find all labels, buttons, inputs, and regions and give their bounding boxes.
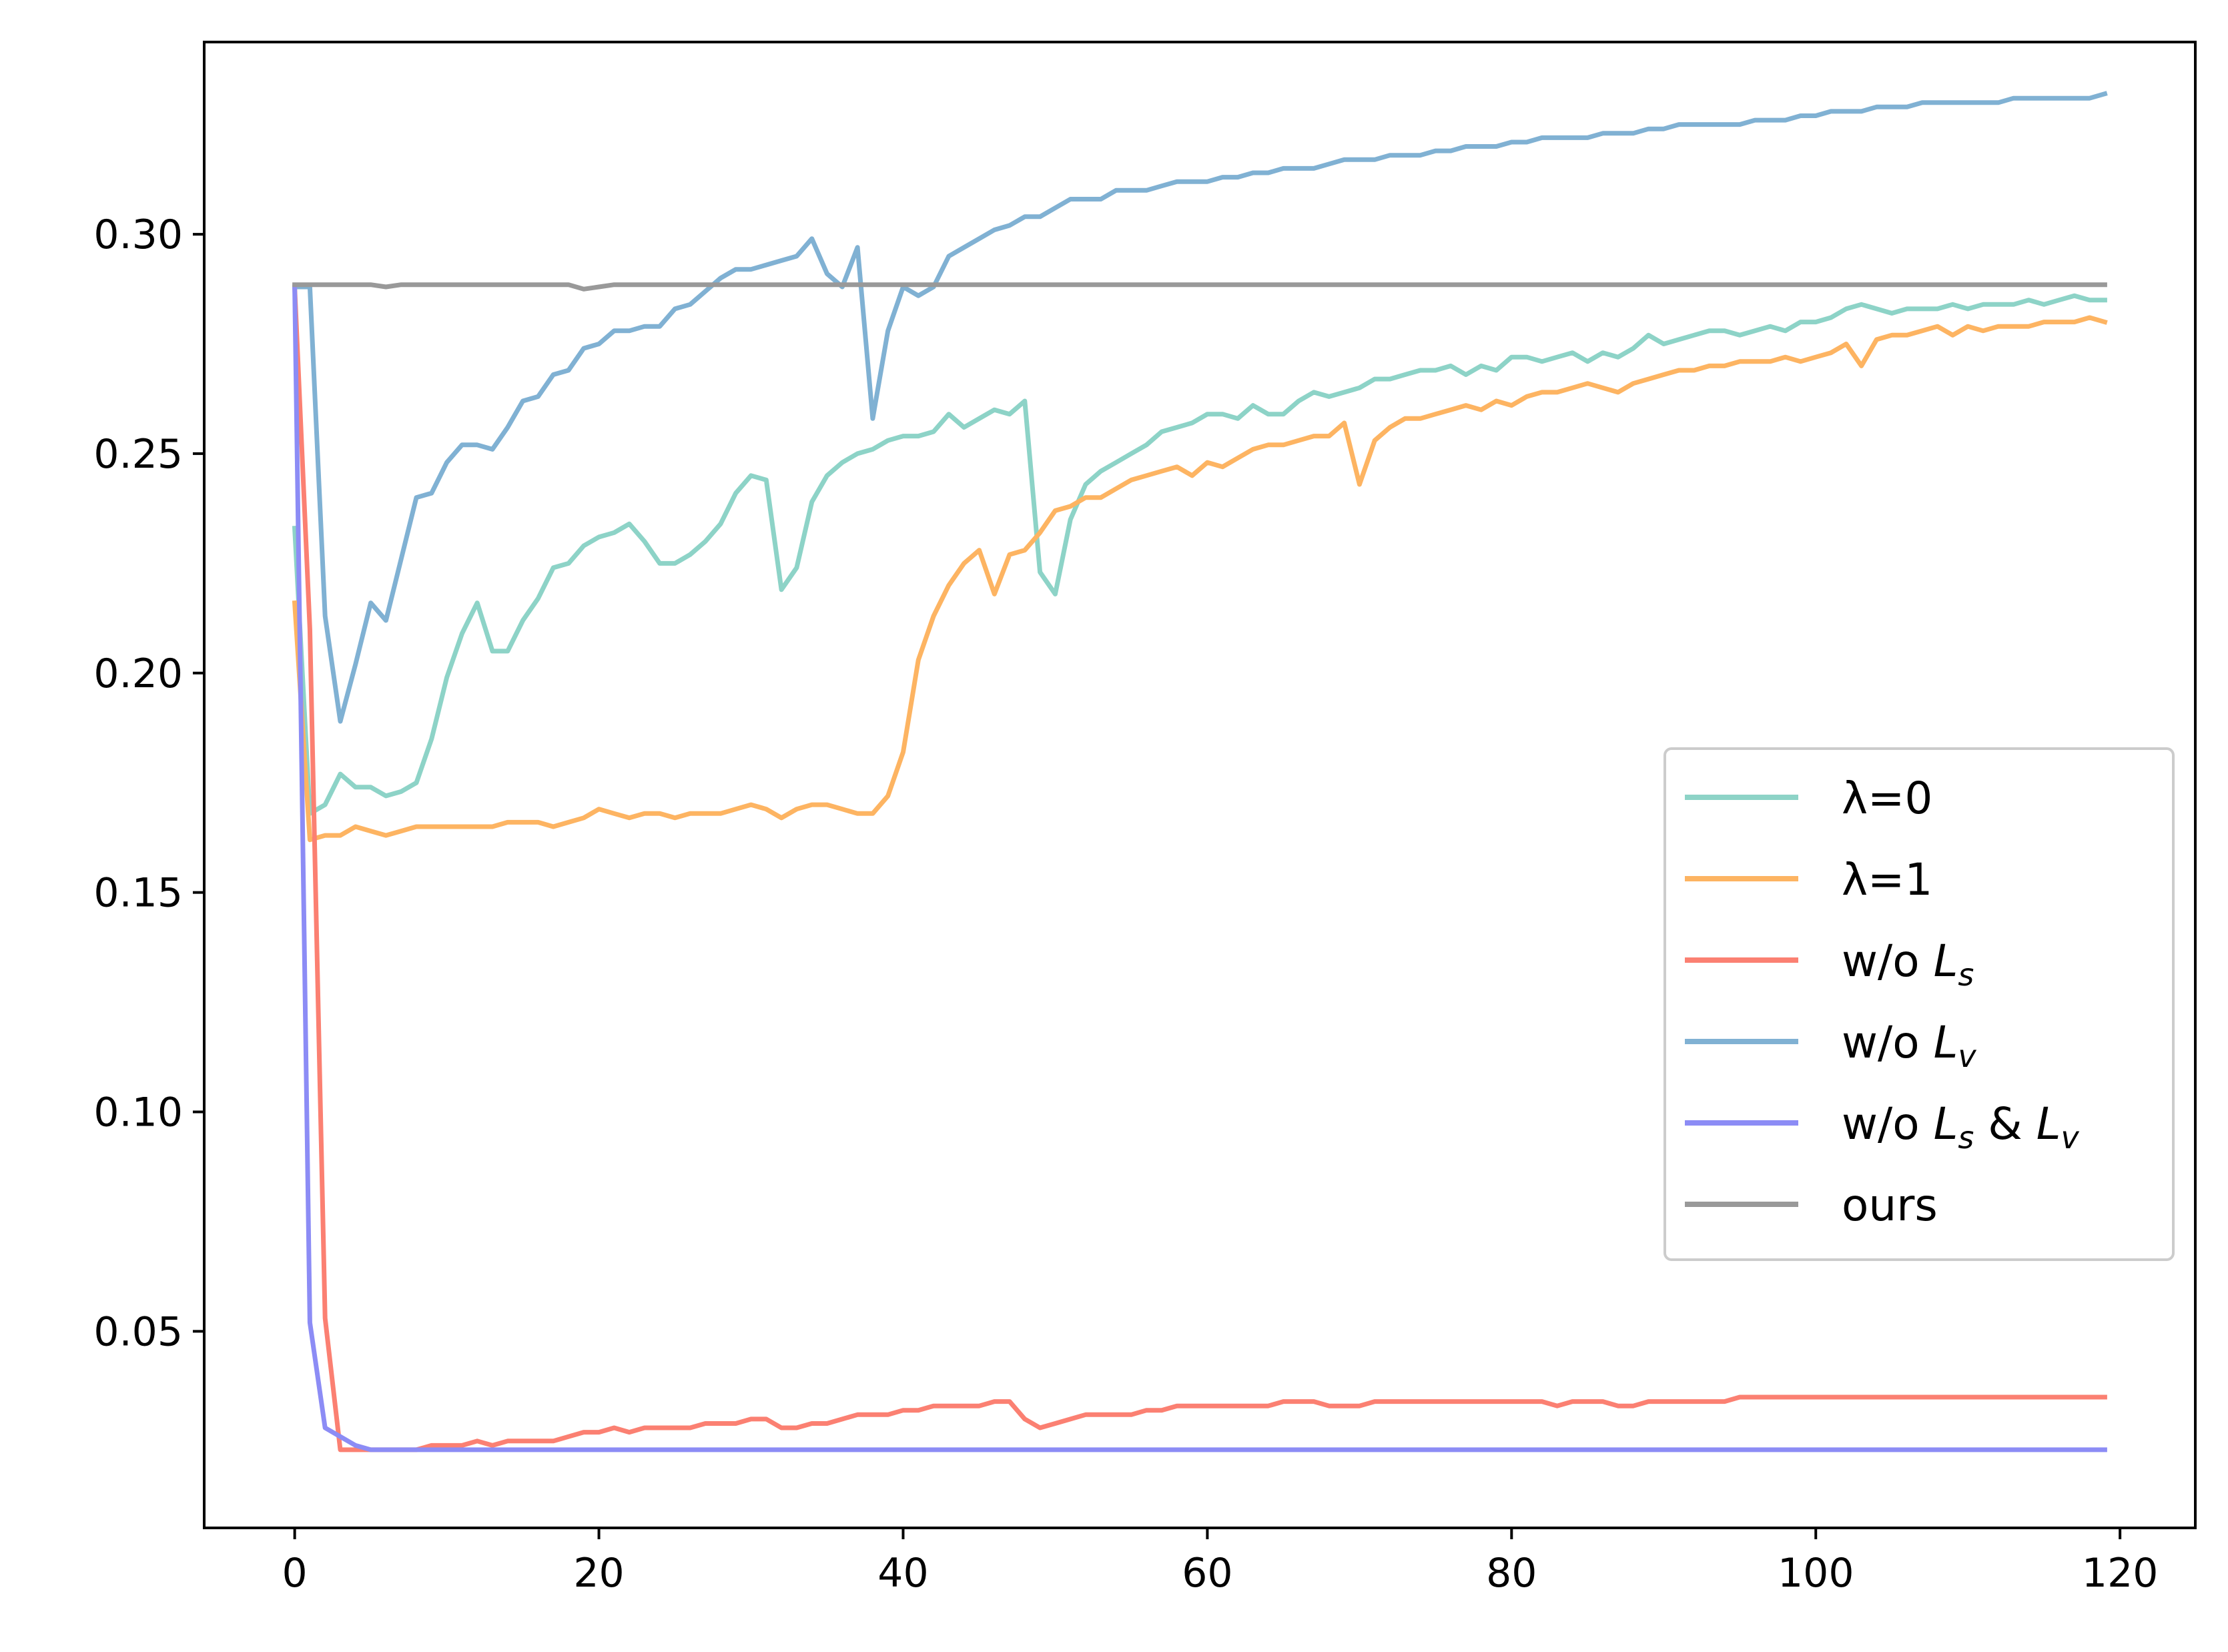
legend-label: λ=0 — [1842, 773, 1932, 824]
x-tick-label: 0 — [282, 1550, 308, 1597]
y-tick-label: 0.30 — [93, 212, 183, 258]
ticks-layer: 0 20 40 60 80 100 120 0.05 0.10 0.15 0.20 0.25 0.30 — [93, 212, 2158, 1597]
series-layer — [292, 91, 2108, 1453]
y-tick-label: 0.20 — [93, 651, 183, 697]
x-tick-label: 40 — [877, 1550, 928, 1597]
legend-label: ours — [1842, 1180, 1938, 1231]
legend-label: w/o Ls — [1842, 935, 1974, 993]
legend-label: w/o Lv — [1842, 1017, 1976, 1074]
y-tick-label: 0.15 — [93, 870, 183, 917]
legend-label: w/o Ls & Lv — [1842, 1098, 2080, 1156]
y-tick-label: 0.05 — [93, 1308, 183, 1355]
series-line-2 — [292, 284, 2107, 1453]
axes-frame — [203, 41, 2197, 1529]
legend: λ=0 λ=1 w/o Ls w/o Lv w/o Ls & Lv ours — [1663, 747, 2175, 1261]
x-tick-label: 100 — [1778, 1550, 1854, 1597]
y-tick-label: 0.10 — [93, 1089, 183, 1136]
series-line-3 — [292, 91, 2108, 724]
series-line-1 — [292, 315, 2108, 843]
x-tick-label: 60 — [1182, 1550, 1232, 1597]
x-tick-label: 20 — [573, 1550, 624, 1597]
series-line-0 — [292, 293, 2107, 816]
series-line-4 — [292, 284, 2107, 1453]
legend-label: λ=1 — [1842, 854, 1932, 905]
series-line-5 — [292, 282, 2107, 292]
y-tick-label: 0.25 — [93, 431, 183, 478]
x-tick-label: 80 — [1486, 1550, 1537, 1597]
x-tick-label: 120 — [2082, 1550, 2159, 1597]
